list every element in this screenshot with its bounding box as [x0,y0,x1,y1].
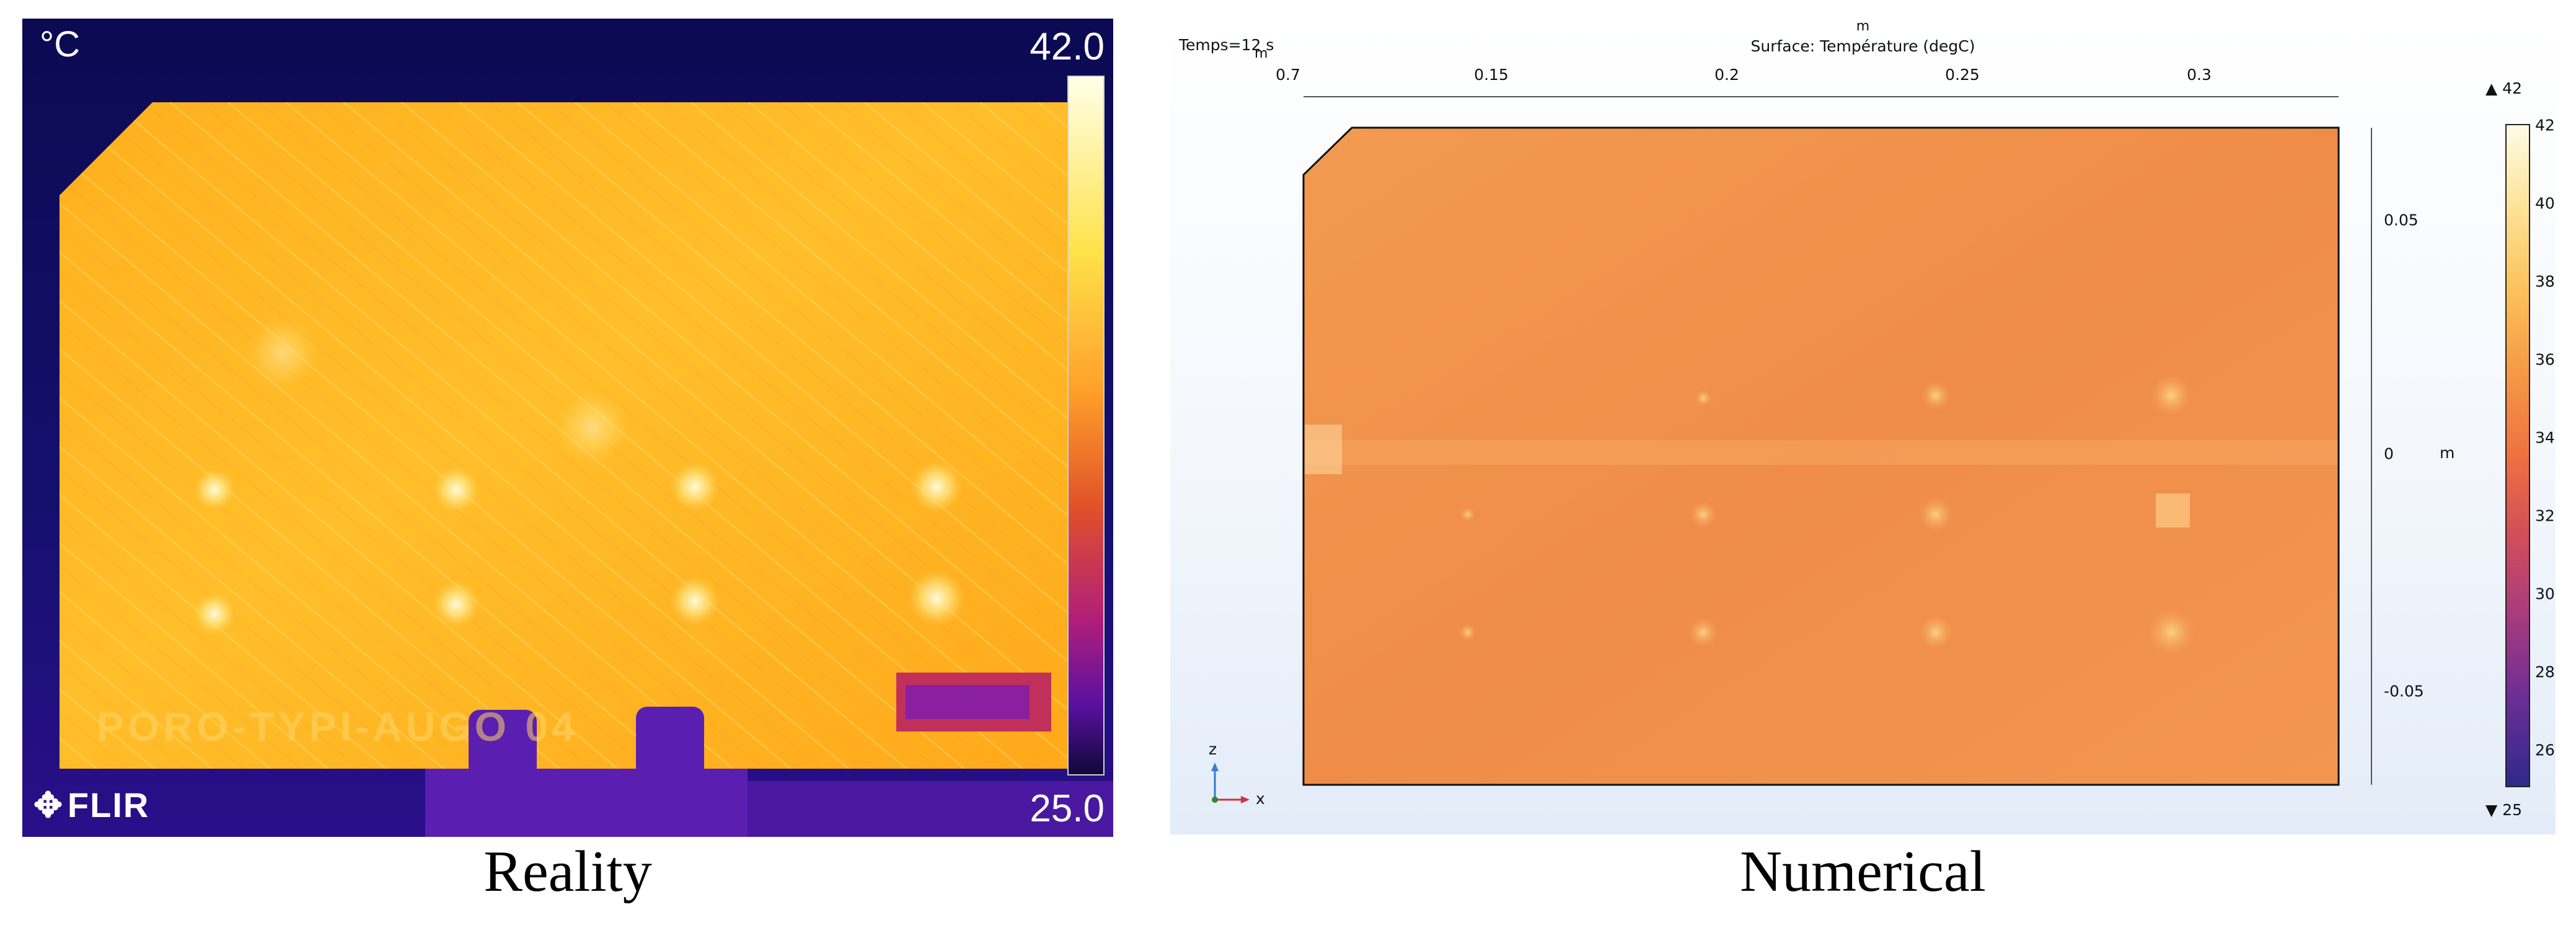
axis-triad [1211,762,1250,803]
scale-max-label: 42.0 [1030,25,1105,68]
warm-band [1305,440,2337,465]
flir-scene: PORO-TYPI-AUGO 04 [22,19,1113,837]
hot-spots [193,316,965,635]
support-foot-left [469,710,537,784]
plot-title: Surface: Température (degC) [1750,37,1975,55]
x-tick-label: 0.7 [1276,66,1300,84]
colorbar-tick-label: 40 [2535,194,2555,213]
colorbar-tick-label: 32 [2535,506,2555,525]
caption-numerical: Numerical [1740,839,1986,904]
x-axis-unit: m [1856,19,1870,34]
colorbar-tick-label: 42 [2535,116,2555,135]
cold-patch-core [906,685,1030,719]
y-tick-label: 0 [2384,444,2394,463]
colorbar-tick-label: 28 [2535,663,2555,681]
flir-logo-mark-icon: ✥ [33,785,64,824]
warm-edge [1305,425,1342,474]
colorbar-tick-label: 36 [2535,350,2555,369]
flir-logo-text: FLIR [67,785,150,824]
colorbar-tick-label: 30 [2535,585,2555,603]
flir-logo: ✥ FLIR [33,785,149,826]
caption-reality: Reality [483,839,652,904]
colorbar-min-label: ▼ 25 [2486,801,2522,819]
comsol-plot-area [1211,96,2372,803]
flir-thermal-image: PORO-TYPI-AUGO 04 °C 42.0 25.0 ✥ FLIR [22,19,1113,837]
y-tick-label: -0.05 [2384,682,2424,700]
flir-color-scale [1067,76,1105,776]
colorbar-tick-label: 34 [2535,428,2555,447]
triad-z-label: z [1209,740,1217,758]
temperature-unit: °C [40,24,81,64]
simulated-hot-spots [1459,374,2195,656]
colorbar-tick-label: 26 [2535,741,2555,759]
y-axis-unit: m [2440,444,2455,462]
scale-min-label: 25.0 [1030,787,1105,830]
y-tick-label: 0.05 [2384,211,2419,229]
colorbar-tick-label: 38 [2535,272,2555,291]
temperature-colorbar [2505,124,2530,787]
time-label: Temps=12 s [1179,36,1274,54]
support-foot-right [636,707,704,784]
plate-lettering: PORO-TYPI-AUGO 04 [97,704,578,749]
comsol-plot: m Temps=12 s m Surface: Température (deg… [1170,19,2556,834]
x-tick-label: 0.25 [1945,66,1980,84]
colorbar-max-label: ▲ 42 [2486,79,2522,97]
base-strip [748,781,1113,837]
x-tick-label: 0.2 [1714,66,1739,84]
time-unit-label: m [1255,46,1268,61]
x-tick-label: 0.15 [1474,66,1509,84]
x-tick-label: 0.3 [2187,66,2212,84]
triad-x-label: x [1256,790,1265,808]
